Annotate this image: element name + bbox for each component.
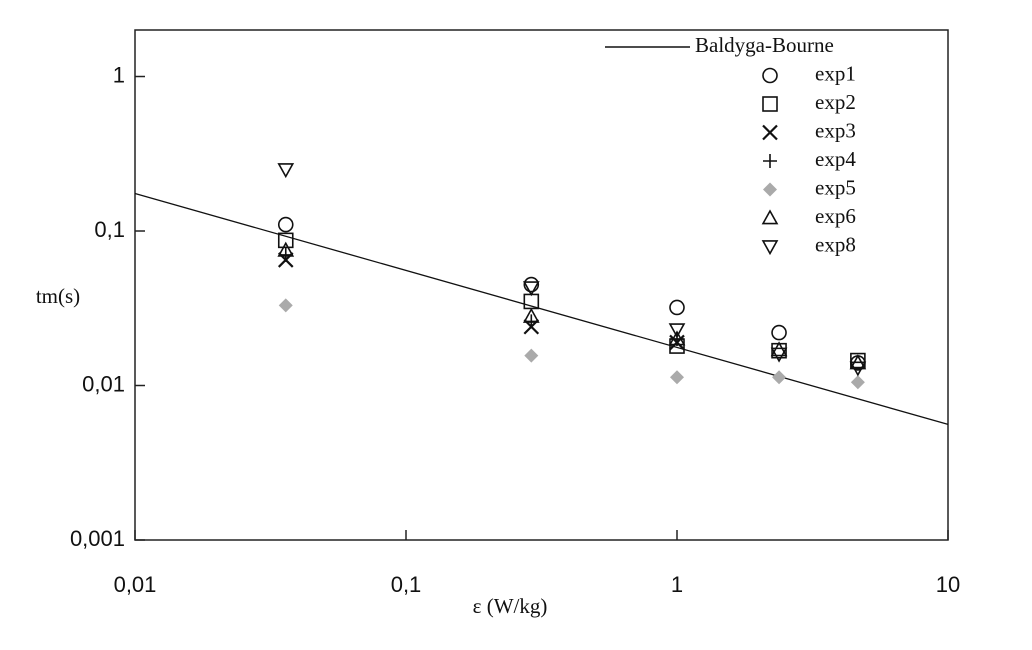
x-tick-label: 0,01 — [114, 572, 157, 597]
marker-square — [762, 96, 778, 112]
legend-label: exp5 — [815, 175, 856, 199]
legend-label: Baldyga-Bourne — [695, 33, 834, 57]
legend-label: exp1 — [815, 61, 856, 85]
marker-triangle — [277, 241, 295, 257]
marker-x — [762, 124, 778, 141]
marker-triangle-down — [849, 361, 867, 377]
fit-line — [134, 192, 949, 426]
legend-label: exp8 — [815, 232, 856, 256]
plot-frame — [134, 29, 949, 541]
marker-triangle-down — [522, 281, 540, 297]
marker-triangle-down — [668, 323, 686, 339]
marker-circle — [762, 67, 778, 84]
marker-plus — [278, 247, 293, 262]
y-tick-label: 0,001 — [70, 526, 125, 551]
y-axis-label: tm(s) — [36, 284, 80, 308]
marker-diamond — [278, 298, 293, 313]
marker-diamond — [670, 370, 684, 385]
marker-diamond — [524, 348, 539, 363]
marker-diamond — [850, 375, 865, 390]
marker-triangle — [770, 341, 788, 357]
marker-triangle — [522, 307, 540, 323]
marker-triangle-down — [277, 163, 295, 179]
x-axis-label: ε (W/kg) — [473, 594, 548, 618]
legend-label: exp2 — [815, 90, 856, 114]
marker-triangle — [668, 330, 686, 346]
legend-label: exp3 — [815, 118, 856, 142]
marker-triangle-down — [770, 347, 788, 363]
marker-circle — [771, 324, 787, 341]
x-tick-label: 10 — [936, 572, 960, 597]
x-tick-label: 1 — [671, 572, 683, 597]
legend-label: exp4 — [815, 147, 856, 171]
marker-square — [850, 352, 866, 369]
legend-label: exp6 — [815, 204, 856, 228]
marker-circle — [669, 299, 685, 316]
marker-triangle — [761, 209, 779, 225]
y-tick-label: 1 — [113, 62, 125, 87]
marker-triangle-down — [761, 240, 779, 256]
marker-diamond — [772, 370, 787, 385]
y-tick-label: 0,1 — [94, 217, 125, 242]
marker-circle — [277, 216, 294, 233]
y-tick-label: 0,01 — [82, 371, 125, 396]
x-tick-label: 0,1 — [391, 572, 422, 597]
marker-square — [277, 232, 294, 249]
marker-plus — [763, 154, 777, 168]
marker-circle — [523, 276, 540, 293]
marker-diamond — [763, 182, 777, 197]
